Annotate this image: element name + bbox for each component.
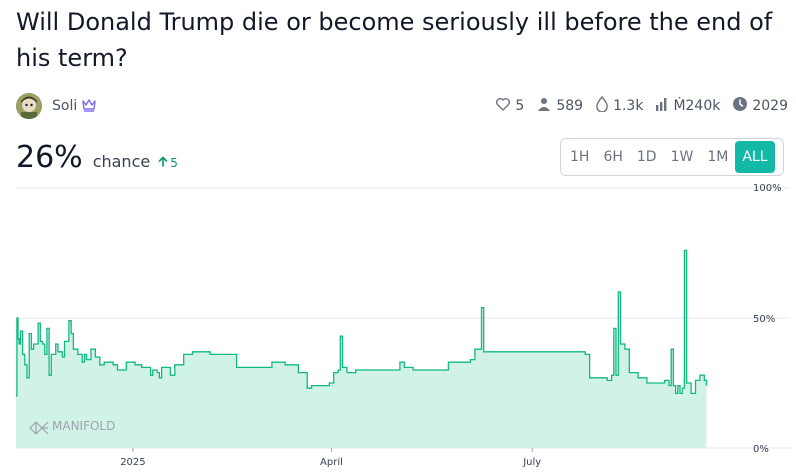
probability-area	[16, 250, 707, 448]
probability-value: 26%	[16, 140, 83, 175]
x-axis: 2025 April July	[120, 448, 541, 468]
x-tick-label: July	[522, 457, 541, 468]
author-info[interactable]: Soli	[16, 92, 97, 120]
manifold-watermark: MANIFOLD	[29, 419, 115, 435]
range-6h-button[interactable]: 6H	[603, 149, 623, 165]
heart-icon	[495, 96, 511, 116]
traders-stat: 589	[536, 96, 583, 116]
range-1w-button[interactable]: 1W	[670, 149, 694, 165]
change-value: 5	[170, 156, 178, 170]
likes-count: 5	[515, 98, 525, 114]
user-icon	[536, 96, 552, 116]
likes-stat[interactable]: 5	[495, 96, 524, 116]
droplet-icon	[595, 95, 609, 116]
probability-chart[interactable]: 100% 50% 0% 2025 April July MANIFOLD	[0, 178, 796, 472]
manifold-logo-icon	[29, 421, 49, 435]
x-tick-label: April	[320, 457, 343, 468]
market-title: Will Donald Trump die or become seriousl…	[16, 8, 773, 72]
range-1d-button[interactable]: 1D	[636, 149, 657, 165]
probability-display: 26% chance 5	[16, 140, 178, 175]
close-date-stat: 2029	[732, 96, 788, 116]
author-name[interactable]: Soli	[52, 98, 78, 114]
time-range-selector: 1H 6H 1D 1W 1M ALL	[560, 138, 784, 176]
clock-icon	[732, 96, 748, 116]
avatar[interactable]	[16, 93, 42, 119]
probability-line	[16, 249, 708, 397]
range-all-button[interactable]: ALL	[735, 141, 775, 173]
bar-chart-icon	[655, 97, 669, 115]
y-tick-label: 0%	[753, 444, 769, 455]
range-1m-button[interactable]: 1M	[707, 149, 729, 165]
volume-stat: Ṁ240k	[655, 97, 720, 115]
comments-count: 1.3k	[613, 98, 644, 114]
probability-change: 5	[158, 156, 178, 170]
market-stats: 5 589 1.3k Ṁ240k 2029	[495, 92, 788, 120]
arrow-up-icon	[158, 156, 168, 170]
range-1h-button[interactable]: 1H	[570, 149, 590, 165]
volume-amount: Ṁ240k	[673, 98, 721, 114]
comments-stat[interactable]: 1.3k	[595, 95, 644, 116]
x-tick-label: 2025	[120, 457, 145, 468]
y-tick-label: 50%	[753, 314, 775, 325]
traders-count: 589	[556, 98, 584, 114]
watermark-text: MANIFOLD	[52, 419, 115, 433]
y-tick-label: 100%	[753, 183, 782, 194]
chance-label: chance	[92, 152, 151, 171]
crown-icon	[81, 97, 97, 116]
close-year: 2029	[752, 98, 788, 114]
y-axis: 100% 50% 0%	[753, 183, 782, 455]
